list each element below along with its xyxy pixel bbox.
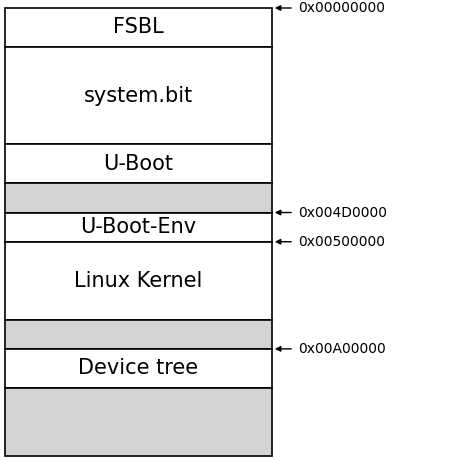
Text: 0x00A00000: 0x00A00000 bbox=[298, 342, 386, 356]
Bar bbox=[5, 349, 272, 388]
Text: U-Boot: U-Boot bbox=[103, 154, 174, 174]
Bar bbox=[5, 8, 272, 47]
Text: 0x00500000: 0x00500000 bbox=[298, 235, 385, 249]
Text: 0x004D0000: 0x004D0000 bbox=[298, 206, 387, 219]
Bar bbox=[5, 388, 272, 456]
Text: 0x00000000: 0x00000000 bbox=[298, 1, 385, 15]
Text: Device tree: Device tree bbox=[79, 358, 198, 378]
Bar bbox=[5, 242, 272, 319]
Text: FSBL: FSBL bbox=[113, 18, 164, 37]
Bar bbox=[5, 319, 272, 349]
Text: U-Boot-Env: U-Boot-Env bbox=[80, 217, 197, 237]
Bar bbox=[5, 213, 272, 242]
Bar bbox=[5, 47, 272, 144]
Text: system.bit: system.bit bbox=[84, 86, 193, 106]
Bar bbox=[5, 183, 272, 213]
Bar bbox=[5, 144, 272, 183]
Text: Linux Kernel: Linux Kernel bbox=[74, 271, 203, 291]
